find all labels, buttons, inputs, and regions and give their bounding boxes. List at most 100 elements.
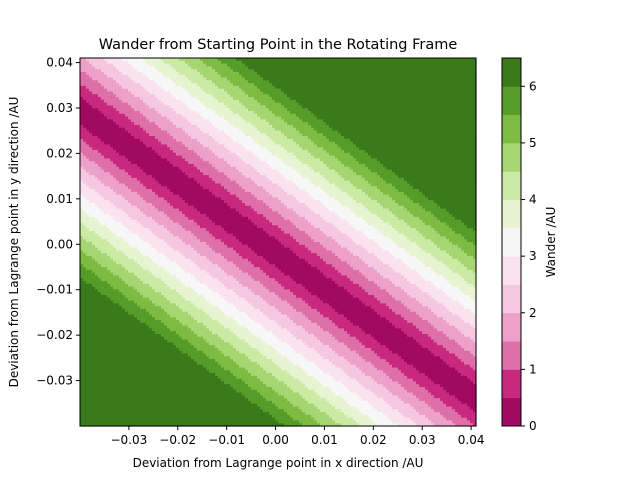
contour-cell [161, 233, 165, 238]
contour-cell [185, 91, 189, 95]
contour-cell [191, 244, 195, 249]
contour-cell [107, 359, 111, 363]
contour-cell [107, 283, 111, 288]
contour-cell [155, 108, 159, 112]
contour-cell [92, 127, 96, 132]
contour-cell [119, 236, 123, 240]
contour-cell [119, 292, 123, 296]
contour-cell [80, 74, 84, 79]
contour-cell [134, 191, 138, 196]
contour-cell [188, 300, 192, 304]
contour-cell [155, 406, 159, 410]
contour-cell [164, 283, 168, 288]
contour-cell [182, 144, 186, 148]
contour-cell [116, 239, 120, 243]
contour-cell [104, 375, 108, 380]
contour-cell [137, 334, 141, 338]
contour-cell [167, 395, 171, 399]
contour-cell [170, 253, 174, 257]
contour-cell [185, 347, 189, 352]
contour-cell [131, 378, 135, 382]
contour-cell [137, 200, 141, 204]
contour-cell [176, 314, 180, 318]
contour-cell [137, 228, 141, 232]
contour-cell [80, 194, 84, 198]
contour-cell [158, 283, 162, 288]
contour-cell [191, 367, 195, 371]
contour-cell [140, 320, 144, 324]
contour-cell [173, 359, 177, 363]
contour-cell [107, 392, 111, 396]
contour-cell [170, 381, 174, 385]
contour-cell [143, 328, 147, 332]
contour-cell [149, 267, 153, 271]
contour-cell [155, 306, 159, 310]
contour-cell [80, 395, 84, 399]
contour-cell [179, 308, 183, 313]
contour-cell [164, 386, 168, 391]
contour-cell [131, 289, 135, 293]
contour-cell [188, 253, 192, 257]
contour-cell [176, 205, 180, 210]
contour-cell [191, 94, 195, 98]
contour-cell [113, 306, 117, 310]
contour-cell [92, 292, 96, 296]
contour-cell [176, 375, 180, 380]
contour-cell [95, 289, 99, 293]
contour-cell [89, 94, 93, 98]
contour-cell [86, 239, 90, 243]
contour-cell [179, 336, 183, 341]
contour-cell [89, 147, 93, 151]
contour-cell [125, 311, 129, 316]
contour-cell [80, 322, 84, 327]
contour-cell [104, 166, 108, 171]
contour-cell [161, 275, 165, 279]
contour-cell [182, 320, 186, 324]
contour-cell [179, 420, 183, 424]
contour-cell [167, 398, 171, 402]
contour-cell [116, 147, 120, 151]
contour-cell [167, 94, 171, 98]
contour-cell [89, 91, 93, 95]
contour-cell [191, 255, 195, 260]
contour-cell [155, 194, 159, 198]
contour-cell [122, 236, 126, 240]
contour-cell [179, 119, 183, 123]
contour-cell [119, 356, 123, 360]
contour-cell [188, 347, 192, 352]
contour-cell [101, 258, 105, 263]
contour-cell [164, 214, 168, 218]
contour-cell [113, 294, 117, 299]
contour-cell [173, 147, 177, 151]
contour-cell [179, 74, 183, 79]
contour-cell [89, 136, 93, 140]
contour-cell [170, 328, 174, 332]
contour-cell [149, 289, 153, 293]
contour-cell [86, 283, 90, 288]
contour-cell [95, 423, 99, 427]
contour-cell [92, 225, 96, 229]
contour-cell [116, 412, 120, 416]
contour-cell [125, 395, 129, 399]
contour-cell [101, 264, 105, 268]
contour-cell [107, 414, 111, 419]
contour-cell [80, 214, 84, 218]
contour-cell [98, 186, 102, 190]
contour-cell [185, 177, 189, 182]
contour-cell [179, 392, 183, 396]
contour-cell [137, 350, 141, 355]
contour-cell [119, 230, 123, 235]
contour-cell [137, 152, 141, 157]
contour-cell [191, 269, 195, 274]
contour-cell [176, 414, 180, 419]
contour-cell [98, 74, 102, 79]
contour-cell [152, 258, 156, 263]
contour-cell [188, 85, 192, 90]
contour-cell [140, 317, 144, 321]
contour-cell [104, 110, 108, 115]
contour-cell [125, 297, 129, 302]
contour-cell [134, 297, 138, 302]
contour-cell [185, 361, 189, 366]
contour-cell [179, 208, 183, 212]
contour-cell [122, 83, 126, 87]
